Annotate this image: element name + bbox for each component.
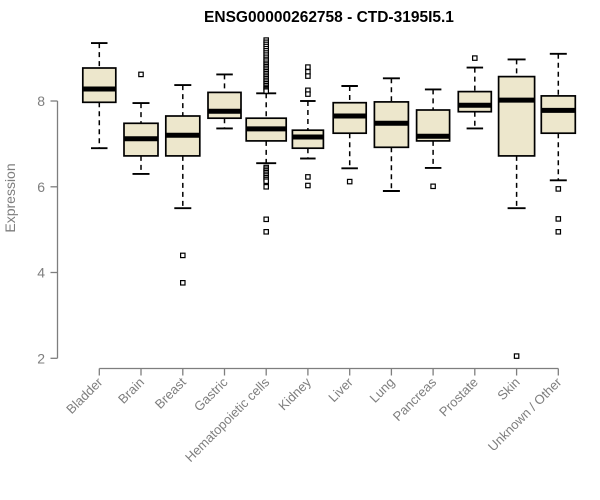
outlier-point [305, 174, 311, 180]
outlier-point [263, 229, 270, 235]
box-pancreas [415, 88, 451, 190]
outlier-point [305, 73, 311, 79]
x-tick-label-breast: Breast [152, 374, 189, 411]
y-tick-label: 8 [37, 93, 45, 109]
box-breast [164, 84, 201, 286]
iqr-box [457, 90, 493, 113]
outlier-point [430, 183, 436, 190]
x-tick-label-unknown-other: Unknown / Other [485, 374, 565, 454]
outlier-point [138, 71, 144, 78]
outlier-point [263, 216, 270, 223]
x-tick-label-skin: Skin [494, 375, 522, 403]
iqr-box [540, 95, 577, 135]
x-tick-label-brain: Brain [115, 375, 147, 407]
outlier-point [555, 216, 562, 222]
y-tick-label: 6 [37, 179, 45, 195]
outlier-point [263, 184, 270, 190]
x-tick-label-bladder: Bladder [63, 374, 106, 417]
outlier-point [555, 186, 562, 192]
x-tick-label-prostate: Prostate [436, 375, 481, 420]
y-tick-label: 2 [37, 350, 45, 366]
box-brain [123, 71, 159, 175]
outlier-point [180, 280, 186, 286]
iqr-box [81, 67, 117, 104]
x-tick-label-liver: Liver [325, 374, 356, 405]
outlier-point [263, 178, 270, 185]
outlier-point [263, 88, 270, 94]
outlier-point [180, 252, 186, 259]
box-skin [497, 58, 536, 359]
box-gastric [207, 73, 242, 130]
x-tick-label-lung: Lung [366, 375, 397, 406]
y-axis-label: Expression [2, 163, 18, 232]
outlier-point [305, 64, 311, 70]
outlier-point [555, 229, 562, 235]
box-hematopoietic-cells [245, 37, 288, 235]
outlier-point [346, 178, 353, 185]
box-prostate [457, 55, 493, 130]
box-unknown-other [540, 52, 577, 235]
box-kidney [291, 64, 325, 189]
iqr-box [415, 109, 451, 142]
boxplot-series [81, 37, 577, 359]
x-tick-label-pancreas: Pancreas [390, 374, 440, 424]
iqr-box [207, 91, 242, 120]
box-bladder [81, 42, 117, 150]
chart-title: ENSG00000262758 - CTD-3195I5.1 [204, 9, 454, 26]
outlier-point [513, 353, 520, 359]
outlier-point [472, 55, 478, 61]
outlier-point [305, 91, 311, 97]
y-axis: 2 4 6 8 [37, 93, 59, 366]
box-lung [373, 77, 410, 192]
iqr-box [497, 75, 536, 157]
box-liver [332, 85, 368, 185]
y-tick-label: 4 [37, 265, 45, 281]
outlier-point [305, 182, 311, 189]
x-tick-label-gastric: Gastric [191, 374, 231, 414]
x-tick-label-kidney: Kidney [275, 374, 314, 413]
